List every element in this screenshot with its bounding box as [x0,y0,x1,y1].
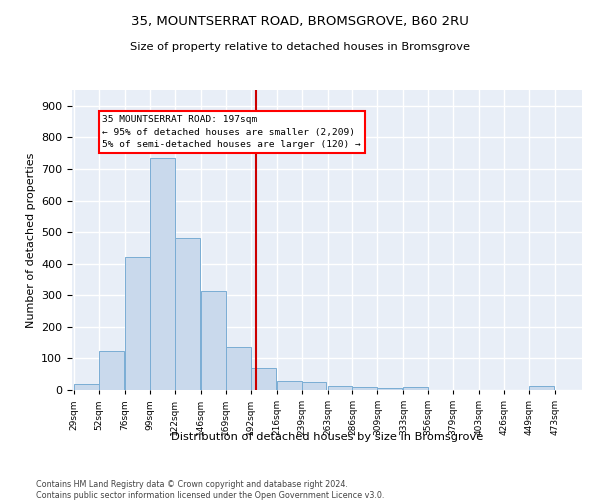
Bar [201,290,226,390]
Bar [403,388,428,390]
Text: 35, MOUNTSERRAT ROAD, BROMSGROVE, B60 2RU: 35, MOUNTSERRAT ROAD, BROMSGROVE, B60 2R… [131,15,469,28]
Bar [175,238,200,390]
Bar [302,382,326,390]
Text: Size of property relative to detached houses in Bromsgrove: Size of property relative to detached ho… [130,42,470,52]
Y-axis label: Number of detached properties: Number of detached properties [26,152,35,328]
Bar [251,368,275,390]
Bar [125,258,150,390]
Bar [150,158,175,390]
Text: Contains HM Land Registry data © Crown copyright and database right 2024.: Contains HM Land Registry data © Crown c… [36,480,348,489]
Bar [529,386,554,390]
Text: Contains public sector information licensed under the Open Government Licence v3: Contains public sector information licen… [36,491,385,500]
Text: Distribution of detached houses by size in Bromsgrove: Distribution of detached houses by size … [171,432,483,442]
Bar [226,348,251,390]
Bar [277,380,302,390]
Bar [377,388,402,390]
Bar [74,384,99,390]
Bar [352,387,377,390]
Bar [99,350,124,390]
Bar [328,386,352,390]
Text: 35 MOUNTSERRAT ROAD: 197sqm
← 95% of detached houses are smaller (2,209)
5% of s: 35 MOUNTSERRAT ROAD: 197sqm ← 95% of det… [103,116,361,150]
